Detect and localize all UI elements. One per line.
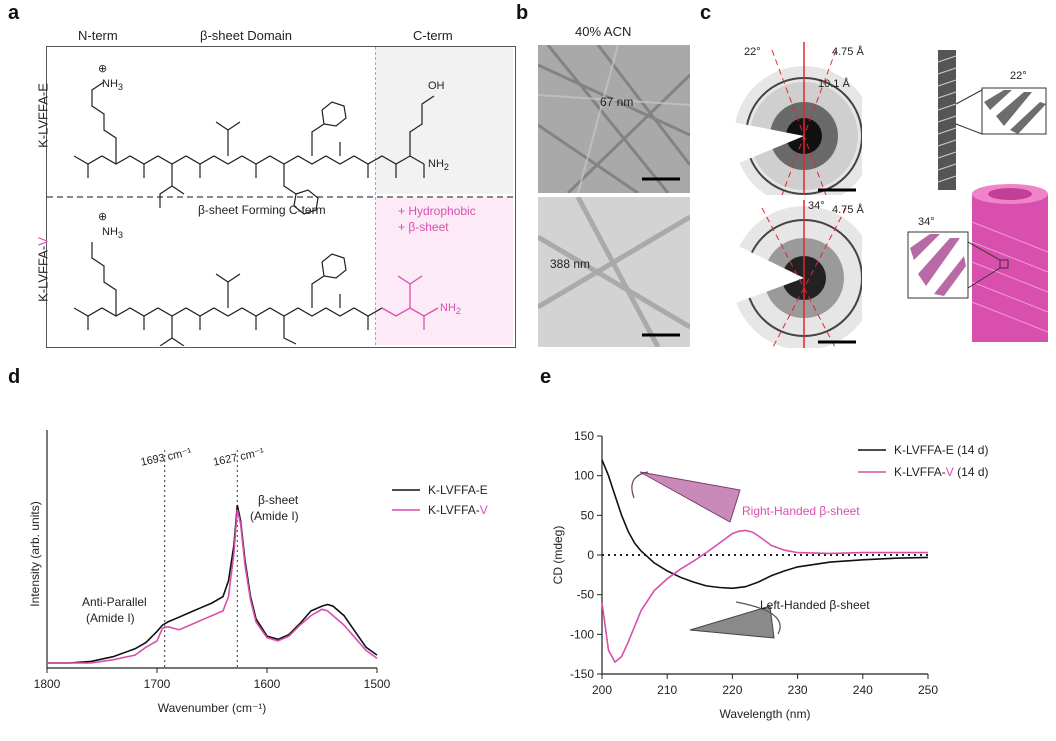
e-y-tick-label: 100 [574,469,594,483]
tem-image-top: 67 nm [538,45,690,193]
bottom-dimension-label: 388 nm [550,257,591,271]
e-y-tick-label: -150 [570,667,594,681]
fiber-angle-bottom: 34° [918,216,935,228]
e-series-line [601,459,929,590]
cterm-header: C-term [413,28,453,43]
d-x-tick-label: 1700 [144,677,171,691]
bottom-angle-label: 34° [808,200,825,212]
fiber-models [907,50,1049,342]
fiber-angle-top: 22° [1010,70,1027,82]
nh2-bottom: NH2 [440,302,461,317]
panel-e-letter: e [540,366,552,388]
e-legend-label: K-LVFFA-E (14 d) [894,443,988,457]
e-y-axis-label: CD (mdeg) [551,526,565,585]
top-dimension-label: 67 nm [600,95,634,109]
plus-charge-top: ⊕ [98,63,108,75]
e-y-tick-label: 50 [581,508,595,522]
e-series-line [601,529,928,664]
hydrophobic-label: + Hydrophobic [398,204,476,218]
nterm-header: N-term [78,28,118,43]
tem-image-bottom: 388 nm [538,197,690,347]
e-x-tick-label: 240 [853,683,873,697]
e-legend-label: K-LVFFA-V (14 d) [894,465,989,479]
d-series-line [47,504,378,664]
plus-charge-bottom: ⊕ [98,211,108,223]
right-handed-label: Right-Handed β-sheet [742,504,860,518]
e-x-tick-label: 220 [722,683,742,697]
panel-c-letter: c [700,2,712,24]
xrd-pattern-top [722,40,862,195]
d-series-line [47,509,378,664]
panel-d-letter: d [8,366,21,388]
domain-header: β-sheet Domain [200,28,293,43]
e-y-tick-label: -50 [577,588,595,602]
right-handed-cone [639,471,741,523]
d-x-tick-label: 1800 [34,677,61,691]
d-bsheet-label: β-sheet [258,493,299,507]
d-antiparallel-label: Anti-Parallel [82,595,147,609]
top-d2-label: 10.1 Å [818,78,850,90]
cd-chart: -150 -100 -50 0 50 100 150 200 210 220 230 240 250 Wa… [551,429,989,721]
d-x-tick-label: 1600 [254,677,281,691]
nh2-top: NH2 [428,158,449,173]
row-divider [47,196,513,198]
left-handed-label: Left-Handed β-sheet [760,598,870,612]
panel-b-title: 40% ACN [575,24,632,39]
nh3-bottom: NH3 [102,226,123,241]
bottom-backbone [73,307,383,317]
bottom-d1-label: 4.75 Å [832,204,864,216]
ftir-chart: 1800 1700 1600 1500 Wavenumber (cm⁻¹) Intensi… [28,430,488,715]
e-y-tick-label: -100 [570,627,594,641]
d-marker-label: 1693 cm⁻¹ [140,446,193,469]
peptide-structures [73,81,439,346]
cterm-bottom-shade [376,197,513,345]
bsheet-label: + β-sheet [398,220,449,234]
nh3-top: NH3 [102,78,123,93]
d-bsheet-label-2: (Amide I) [250,509,299,523]
cterm-top-shade [376,47,513,194]
d-marker-label: 1627 cm⁻¹ [212,446,265,469]
panel-a-letter: a [8,2,20,24]
right-handed-arrow [631,471,649,499]
e-x-tick-label: 230 [788,683,808,697]
panel-b-letter: b [516,2,529,24]
e-y-tick-label: 0 [587,548,594,562]
d-y-axis-label: Intensity (arb. units) [28,501,42,606]
e-x-tick-label: 210 [657,683,677,697]
d-x-tick-label: 1500 [364,677,391,691]
left-handed-arrow [735,601,781,635]
top-d1-label: 4.75 Å [832,46,864,58]
valine-fragment [381,307,439,317]
d-legend-label: K-LVFFA-V [428,503,488,517]
e-x-tick-label: 200 [592,683,612,697]
d-legend-label: K-LVFFA-E [428,483,488,497]
oh-label: OH [428,80,445,92]
e-y-tick-label: 150 [574,429,594,443]
top-angle-label: 22° [744,46,761,58]
xrd-pattern-bottom [722,198,862,348]
d-x-axis-label: Wavenumber (cm⁻¹) [158,701,267,715]
d-antiparallel-label-2: (Amide I) [86,611,135,625]
panel-a-frame [46,46,516,348]
top-backbone [73,155,411,165]
left-handed-cone [689,605,775,639]
e-x-tick-label: 250 [918,683,938,697]
e-x-axis-label: Wavelength (nm) [720,707,811,721]
